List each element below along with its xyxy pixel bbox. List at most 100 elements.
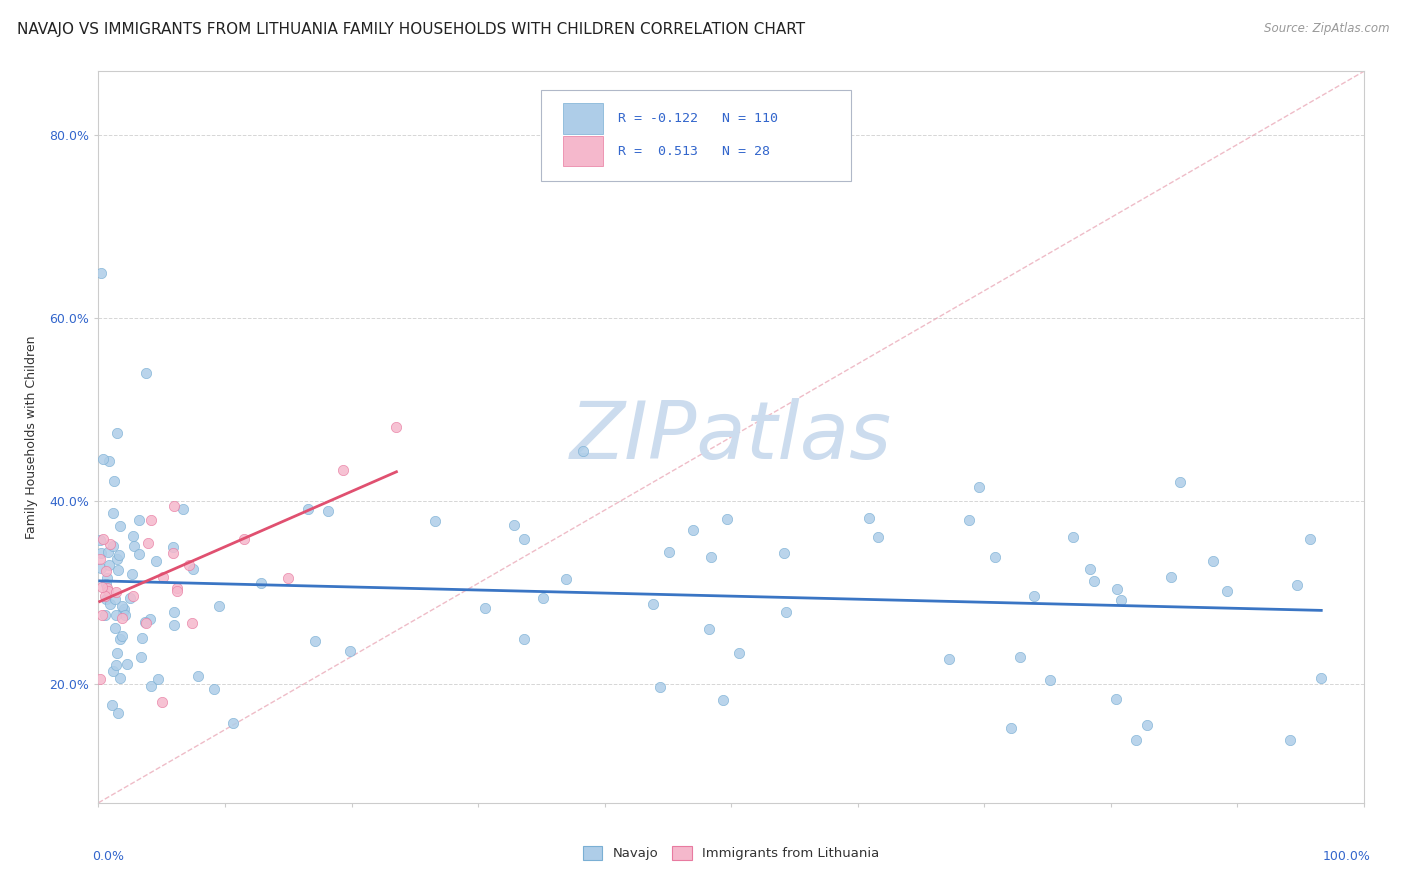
Point bbox=[957, 513, 980, 527]
Point bbox=[180, 615, 202, 630]
Point bbox=[658, 544, 681, 558]
Point bbox=[162, 546, 184, 560]
Text: 0.0%: 0.0% bbox=[93, 850, 124, 863]
Point bbox=[97, 545, 120, 559]
Point bbox=[104, 621, 127, 635]
Point bbox=[222, 716, 245, 731]
Point bbox=[111, 629, 134, 643]
Point bbox=[96, 581, 118, 595]
Point bbox=[101, 698, 124, 712]
FancyBboxPatch shape bbox=[562, 103, 603, 134]
Point bbox=[208, 599, 231, 613]
Point bbox=[332, 463, 354, 477]
Point bbox=[89, 552, 111, 566]
Point bbox=[1278, 733, 1301, 747]
Point bbox=[166, 583, 188, 598]
Point bbox=[96, 565, 118, 579]
Point bbox=[162, 500, 184, 514]
Point bbox=[162, 540, 184, 554]
Point bbox=[93, 608, 115, 623]
Point bbox=[1286, 578, 1309, 592]
Point bbox=[108, 548, 131, 562]
Point bbox=[117, 657, 139, 672]
Text: Source: ZipAtlas.com: Source: ZipAtlas.com bbox=[1264, 22, 1389, 36]
Point bbox=[1310, 671, 1333, 685]
Point bbox=[104, 585, 127, 599]
Point bbox=[938, 652, 960, 666]
Point bbox=[103, 475, 125, 489]
Point bbox=[139, 612, 162, 626]
Point bbox=[107, 551, 129, 566]
Point bbox=[89, 672, 111, 686]
Point bbox=[91, 532, 114, 546]
Point bbox=[648, 680, 671, 694]
Point bbox=[104, 657, 127, 672]
Point bbox=[107, 706, 129, 721]
Point bbox=[641, 597, 664, 611]
Point bbox=[101, 539, 124, 553]
Point bbox=[866, 530, 889, 544]
Point bbox=[105, 425, 128, 440]
Text: ZIPatlas: ZIPatlas bbox=[569, 398, 893, 476]
Point bbox=[139, 513, 162, 527]
Legend: Navajo, Immigrants from Lithuania: Navajo, Immigrants from Lithuania bbox=[578, 841, 884, 866]
Point bbox=[1202, 554, 1225, 568]
Point bbox=[1010, 649, 1032, 664]
Point bbox=[983, 549, 1005, 564]
Point bbox=[131, 631, 153, 645]
Point bbox=[111, 605, 134, 619]
Point bbox=[297, 501, 319, 516]
Point bbox=[682, 523, 704, 537]
Point bbox=[104, 591, 127, 606]
Point bbox=[555, 572, 578, 586]
Point bbox=[385, 419, 408, 434]
Point bbox=[697, 622, 720, 636]
Point bbox=[105, 607, 128, 622]
Point bbox=[1168, 475, 1191, 490]
Point bbox=[108, 519, 131, 533]
FancyBboxPatch shape bbox=[541, 90, 851, 181]
Point bbox=[98, 537, 121, 551]
Point bbox=[177, 558, 200, 572]
Point bbox=[711, 692, 734, 706]
Point bbox=[121, 566, 143, 581]
Point bbox=[89, 533, 111, 547]
Point bbox=[163, 618, 186, 632]
Point bbox=[128, 513, 150, 527]
Point bbox=[967, 480, 990, 494]
Text: R = -0.122   N = 110: R = -0.122 N = 110 bbox=[619, 112, 779, 125]
Point bbox=[277, 570, 299, 584]
Point bbox=[1216, 583, 1239, 598]
Point bbox=[90, 561, 112, 575]
Point bbox=[111, 599, 134, 614]
Text: R =  0.513   N = 28: R = 0.513 N = 28 bbox=[619, 145, 770, 158]
Point bbox=[1062, 530, 1084, 544]
Point bbox=[129, 650, 152, 665]
Point bbox=[1105, 692, 1128, 706]
Point bbox=[145, 554, 167, 568]
Point bbox=[91, 580, 114, 594]
Point bbox=[1125, 732, 1147, 747]
Point bbox=[90, 546, 112, 560]
Point bbox=[139, 679, 162, 693]
Point bbox=[107, 563, 129, 577]
Point bbox=[202, 681, 225, 696]
Point bbox=[474, 600, 496, 615]
Point bbox=[98, 454, 121, 468]
Point bbox=[91, 452, 114, 467]
Point bbox=[114, 608, 136, 623]
Point bbox=[858, 511, 880, 525]
Point bbox=[121, 589, 143, 603]
Point bbox=[96, 570, 118, 584]
FancyBboxPatch shape bbox=[562, 136, 603, 167]
Point bbox=[101, 664, 124, 678]
Point bbox=[163, 606, 186, 620]
Point bbox=[1111, 593, 1133, 607]
Point bbox=[1039, 673, 1062, 687]
Point bbox=[90, 608, 112, 623]
Point bbox=[107, 646, 129, 660]
Point bbox=[112, 602, 135, 616]
Point bbox=[1080, 562, 1102, 576]
Point bbox=[98, 597, 121, 611]
Point bbox=[513, 532, 536, 546]
